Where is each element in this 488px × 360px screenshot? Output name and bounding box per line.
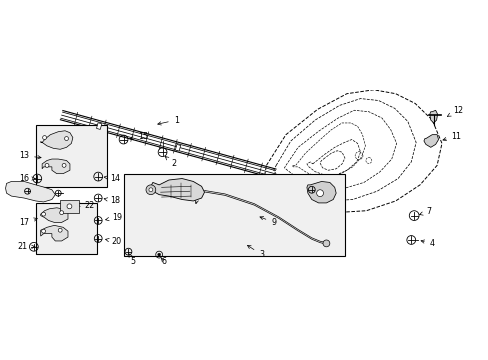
Polygon shape	[41, 225, 68, 241]
Text: 14: 14	[104, 174, 120, 183]
Text: 8: 8	[195, 190, 200, 204]
Text: 5: 5	[128, 254, 136, 266]
Bar	[123, 174, 345, 256]
Text: 13: 13	[19, 151, 41, 160]
Circle shape	[58, 228, 62, 232]
Circle shape	[41, 212, 45, 216]
Text: 21: 21	[18, 242, 35, 251]
Text: 9: 9	[260, 217, 276, 227]
Circle shape	[149, 188, 153, 192]
Polygon shape	[41, 131, 73, 149]
Text: 6: 6	[161, 257, 166, 266]
Text: 1: 1	[158, 116, 179, 125]
Circle shape	[64, 136, 68, 140]
Text: 2: 2	[165, 157, 176, 168]
Circle shape	[62, 163, 66, 167]
Polygon shape	[42, 159, 70, 174]
Text: 10: 10	[317, 189, 333, 198]
Text: 20: 20	[105, 238, 122, 247]
Circle shape	[42, 136, 46, 140]
Circle shape	[67, 204, 72, 209]
Bar	[36, 203, 97, 254]
Text: 17: 17	[19, 218, 37, 227]
Text: 12: 12	[447, 106, 462, 116]
Text: 7: 7	[419, 207, 430, 216]
Circle shape	[158, 253, 160, 256]
Polygon shape	[41, 208, 68, 222]
Circle shape	[316, 190, 323, 197]
Text: 11: 11	[442, 132, 461, 141]
Circle shape	[60, 211, 63, 215]
Text: 22: 22	[77, 201, 94, 210]
Bar	[60, 199, 79, 213]
Text: 19: 19	[105, 213, 122, 222]
Circle shape	[323, 240, 329, 247]
Text: 3: 3	[247, 246, 264, 259]
Text: 18: 18	[104, 197, 120, 206]
Circle shape	[41, 229, 45, 233]
Polygon shape	[151, 179, 204, 201]
Bar	[96, 123, 102, 130]
Text: 16: 16	[19, 174, 35, 183]
Polygon shape	[423, 135, 438, 147]
Polygon shape	[306, 181, 335, 203]
Circle shape	[45, 163, 49, 167]
Text: 23: 23	[16, 190, 34, 199]
Circle shape	[146, 185, 156, 195]
Polygon shape	[429, 110, 437, 123]
Text: 4: 4	[420, 239, 434, 248]
Text: 15: 15	[130, 132, 148, 141]
Bar	[175, 144, 180, 151]
Polygon shape	[5, 181, 55, 202]
Bar	[36, 125, 106, 187]
